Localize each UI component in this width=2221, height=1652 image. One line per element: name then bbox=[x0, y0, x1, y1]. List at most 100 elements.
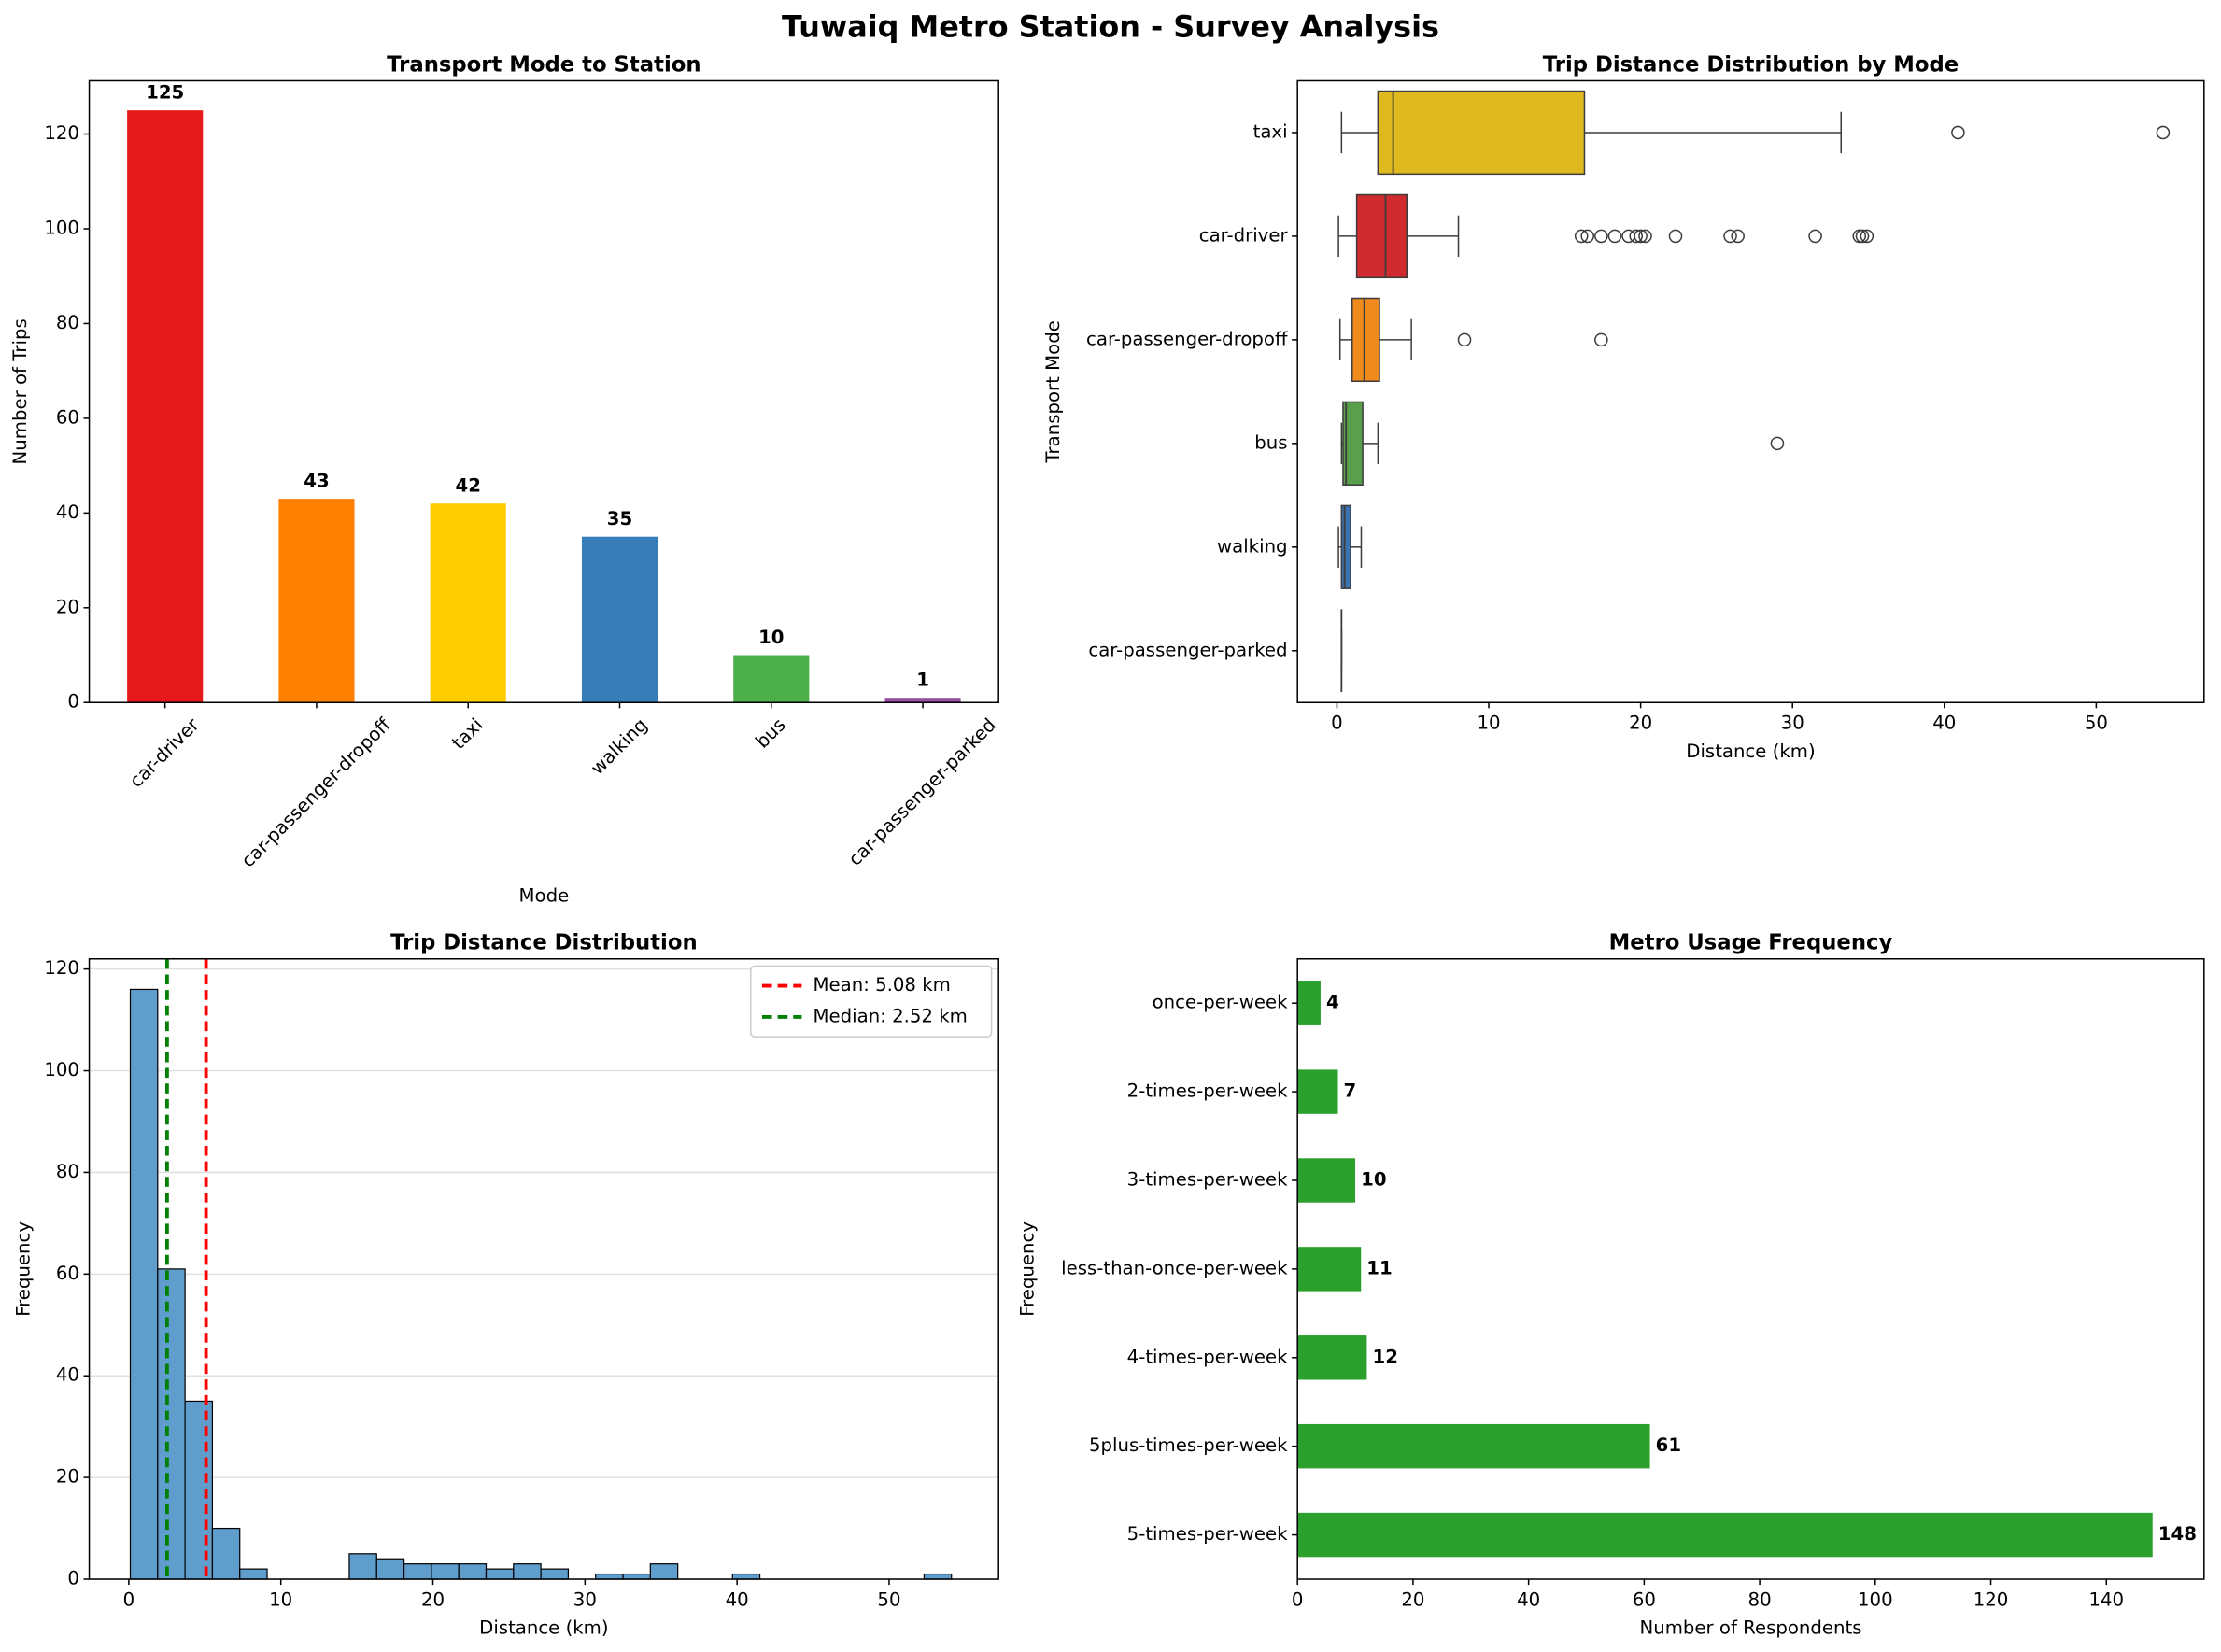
box bbox=[1355, 193, 1408, 279]
y-tick-label: 80 bbox=[56, 312, 79, 333]
y-tick-label: car-passenger-parked bbox=[1088, 639, 1287, 660]
flier bbox=[1855, 229, 1870, 244]
histogram-bar bbox=[458, 1563, 488, 1580]
x-axis-label: Mode bbox=[519, 885, 570, 907]
flier bbox=[1723, 229, 1737, 244]
flier bbox=[1629, 229, 1644, 244]
flier bbox=[1594, 332, 1608, 347]
bar bbox=[1297, 1335, 1367, 1380]
y-tick-label: 100 bbox=[44, 217, 79, 238]
legend: Mean: 5.08 km Median: 2.52 km bbox=[750, 965, 993, 1038]
y-tick-label: 4-times-per-week bbox=[1127, 1346, 1288, 1367]
y-tick-label: 120 bbox=[44, 957, 79, 979]
y-tick-label: car-passenger-dropoff bbox=[1086, 328, 1288, 349]
y-tick-label: 40 bbox=[56, 501, 79, 523]
histogram-bar bbox=[622, 1573, 651, 1580]
histogram-bar bbox=[513, 1563, 542, 1580]
bar bbox=[127, 110, 204, 703]
x-tick-label: 40 bbox=[726, 1588, 749, 1610]
box bbox=[1340, 504, 1351, 589]
bar bbox=[884, 698, 961, 703]
x-tick-label: 30 bbox=[573, 1588, 597, 1610]
y-tick-label: 20 bbox=[56, 1466, 79, 1488]
y-tick-label: 5plus-times-per-week bbox=[1089, 1434, 1288, 1456]
value-label: 125 bbox=[146, 81, 184, 103]
value-label: 1 bbox=[916, 669, 929, 690]
chart-title: Metro Usage Frequency bbox=[1609, 931, 1893, 955]
histogram-bar bbox=[923, 1573, 953, 1580]
value-label: 148 bbox=[2158, 1523, 2197, 1545]
x-tick-label: 0 bbox=[1331, 713, 1343, 734]
y-tick-label: 20 bbox=[56, 596, 79, 617]
flier bbox=[1638, 229, 1652, 244]
x-tick-label: 20 bbox=[1401, 1588, 1424, 1610]
histogram-bar bbox=[595, 1573, 624, 1580]
histogram-bar bbox=[375, 1558, 405, 1580]
value-label: 4 bbox=[1326, 992, 1339, 1013]
bar bbox=[1297, 1512, 2153, 1558]
flier bbox=[1731, 229, 1745, 244]
x-tick-label: 60 bbox=[1633, 1588, 1656, 1610]
histogram-bar bbox=[431, 1563, 460, 1580]
y-axis-label: Transport Mode bbox=[1042, 320, 1064, 463]
y-tick-label: walking bbox=[1217, 535, 1288, 557]
x-tick-label: 140 bbox=[2088, 1588, 2124, 1610]
y-tick-label: 5-times-per-week bbox=[1127, 1523, 1288, 1545]
value-label: 10 bbox=[758, 627, 784, 648]
x-tick-label: 120 bbox=[1973, 1588, 2009, 1610]
axes-frame bbox=[88, 957, 999, 1580]
x-tick-label: 10 bbox=[269, 1588, 292, 1610]
chart-title: Trip Distance Distribution bbox=[390, 931, 698, 955]
legend-box bbox=[750, 965, 993, 1038]
y-tick-label: 0 bbox=[67, 1568, 79, 1589]
bar bbox=[733, 655, 810, 703]
y-axis-label: Frequency bbox=[12, 1221, 34, 1317]
x-axis-label: Distance (km) bbox=[1686, 741, 1815, 762]
x-tick-label: 10 bbox=[1478, 713, 1501, 734]
y-tick-label: less-than-once-per-week bbox=[1061, 1257, 1288, 1278]
flier bbox=[1808, 229, 1822, 244]
flier bbox=[1457, 332, 1472, 347]
axes-frame bbox=[1296, 79, 2205, 704]
y-tick-label: once-per-week bbox=[1153, 992, 1289, 1013]
y-tick-label: 80 bbox=[56, 1161, 79, 1182]
y-tick-label: 0 bbox=[67, 691, 79, 713]
histogram-bar bbox=[239, 1568, 268, 1580]
flier bbox=[1607, 229, 1622, 244]
y-tick-label: 60 bbox=[56, 406, 79, 428]
value-label: 12 bbox=[1372, 1346, 1397, 1367]
bar bbox=[1297, 1158, 1356, 1203]
x-tick-label: 20 bbox=[421, 1588, 445, 1610]
histogram-bar bbox=[485, 1568, 515, 1580]
flier bbox=[2156, 125, 2171, 140]
x-tick-label: 50 bbox=[877, 1588, 900, 1610]
value-label: 11 bbox=[1366, 1257, 1392, 1278]
y-axis-label: Frequency bbox=[1017, 1221, 1039, 1317]
value-label: 7 bbox=[1344, 1080, 1357, 1102]
x-tick-label: 100 bbox=[1858, 1588, 1893, 1610]
y-tick-label: 40 bbox=[56, 1364, 79, 1386]
y-tick-label: 2-times-per-week bbox=[1127, 1080, 1288, 1102]
histogram-bar bbox=[184, 1400, 214, 1580]
chart-title: Transport Mode to Station bbox=[387, 52, 700, 77]
flier bbox=[1860, 229, 1874, 244]
box bbox=[1342, 401, 1364, 486]
y-tick-label: car-driver bbox=[1199, 224, 1289, 246]
flier bbox=[1951, 125, 1965, 140]
x-tick-label: 30 bbox=[1781, 713, 1804, 734]
histogram-bar bbox=[129, 988, 159, 1580]
y-tick-label: 120 bbox=[44, 122, 79, 144]
x-axis-label: Distance (km) bbox=[479, 1617, 608, 1639]
x-tick-label: 80 bbox=[1748, 1588, 1772, 1610]
value-label: 43 bbox=[304, 470, 329, 491]
x-tick-label: 20 bbox=[1629, 713, 1652, 734]
x-tick-label: 0 bbox=[1292, 1588, 1304, 1610]
histogram-bar bbox=[649, 1563, 679, 1580]
x-axis-label: Number of Respondents bbox=[1639, 1617, 1861, 1639]
histogram-bar bbox=[211, 1527, 241, 1580]
flier bbox=[1852, 229, 1867, 244]
x-tick-label: 50 bbox=[2085, 713, 2108, 734]
bar bbox=[581, 536, 658, 703]
